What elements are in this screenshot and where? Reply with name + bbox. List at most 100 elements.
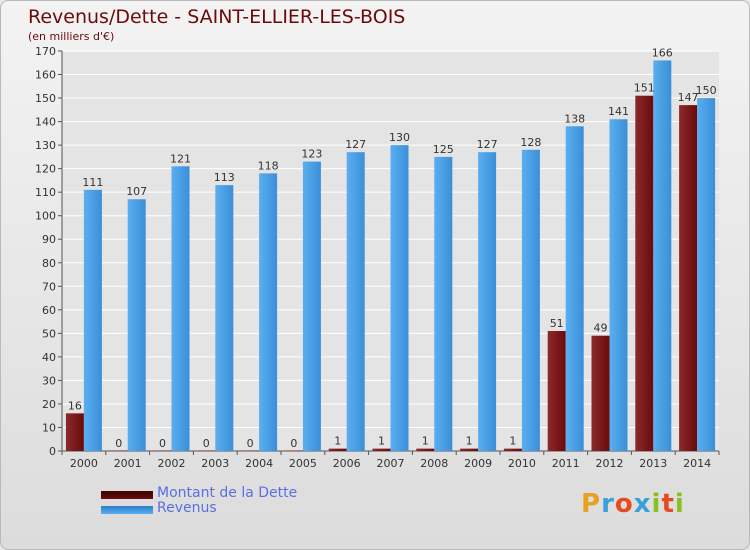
bar-revenus-2008: [434, 156, 453, 451]
logo-letter: t: [661, 489, 675, 519]
data-label-dette-2007: 1: [378, 435, 385, 448]
data-label-revenus-2005: 123: [301, 148, 322, 161]
x-tick-label-2005: 2005: [289, 457, 317, 470]
data-label-revenus-2007: 130: [389, 131, 410, 144]
bar-revenus-2011: [565, 126, 584, 451]
data-label-dette-2009: 1: [466, 435, 473, 448]
bar-dette-2011: [547, 331, 566, 451]
data-label-dette-2012: 49: [594, 322, 608, 335]
y-tick-label: 120: [35, 163, 56, 176]
x-tick-label-2011: 2011: [552, 457, 580, 470]
bar-revenus-2001: [127, 199, 146, 451]
chart-title: Revenus/Dette - SAINT-ELLIER-LES-BOIS: [28, 6, 406, 28]
data-label-dette-2010: 1: [509, 435, 516, 448]
legend-swatch-revenus: [101, 506, 153, 514]
bar-dette-2004: [241, 450, 260, 451]
data-label-revenus-2000: 111: [82, 176, 103, 189]
data-label-revenus-2013: 166: [652, 46, 673, 59]
bar-dette-2005: [284, 450, 303, 451]
y-tick-label: 40: [42, 351, 56, 364]
bar-revenus-2004: [259, 173, 278, 451]
x-tick-label-2000: 2000: [70, 457, 98, 470]
bar-dette-2008: [416, 448, 435, 451]
bar-revenus-2006: [346, 152, 365, 452]
y-tick-label: 150: [35, 92, 56, 105]
logo-letter: i: [651, 489, 662, 519]
y-tick-label: 0: [49, 445, 56, 458]
bars: [65, 60, 716, 452]
data-label-dette-2002: 0: [159, 437, 166, 450]
data-label-dette-2011: 51: [550, 317, 564, 330]
logo-letter: o: [614, 489, 634, 519]
y-tick-label: 160: [35, 69, 56, 82]
data-label-revenus-2002: 121: [170, 152, 191, 165]
y-tick-label: 100: [35, 210, 56, 223]
x-tick-label-2013: 2013: [639, 457, 667, 470]
x-tick-label-2010: 2010: [508, 457, 536, 470]
y-tick-label: 110: [35, 186, 56, 199]
bar-revenus-2013: [653, 60, 672, 451]
data-label-revenus-2008: 125: [433, 143, 454, 156]
data-label-dette-2014: 147: [678, 91, 699, 104]
data-label-revenus-2012: 141: [608, 105, 629, 118]
data-label-dette-2005: 0: [290, 437, 297, 450]
logo-letter: P: [581, 489, 602, 519]
y-tick-label: 140: [35, 116, 56, 129]
bar-dette-2007: [372, 448, 391, 451]
legend-label-dette: Montant de la Dette: [157, 485, 298, 501]
data-label-revenus-2011: 138: [564, 112, 585, 125]
bar-revenus-2009: [478, 152, 497, 452]
y-tick-label: 20: [42, 398, 56, 411]
data-label-revenus-2009: 127: [477, 138, 498, 151]
x-tick-label-2007: 2007: [377, 457, 405, 470]
x-tick-label-2012: 2012: [596, 457, 624, 470]
y-tick-label: 90: [42, 233, 56, 246]
bar-revenus-2002: [171, 166, 190, 451]
x-tick-label-2008: 2008: [420, 457, 448, 470]
bar-dette-2006: [328, 448, 347, 451]
x-tick-label-2002: 2002: [158, 457, 186, 470]
data-label-dette-2004: 0: [247, 437, 254, 450]
axes: 0102030405060708090100110120130140150160…: [35, 45, 720, 470]
y-tick-label: 50: [42, 327, 56, 340]
proxiti-logo: Proxiti: [581, 489, 685, 519]
bar-dette-2009: [460, 448, 479, 451]
bar-revenus-2012: [609, 119, 628, 451]
x-tick-label-2014: 2014: [683, 457, 711, 470]
bar-revenus-2005: [302, 161, 321, 451]
bar-dette-2013: [635, 95, 654, 452]
y-tick-label: 130: [35, 139, 56, 152]
data-label-dette-2000: 16: [68, 399, 82, 412]
data-label-revenus-2004: 118: [258, 159, 279, 172]
data-label-dette-2008: 1: [422, 435, 429, 448]
bar-dette-2003: [197, 450, 216, 451]
y-tick-label: 80: [42, 257, 56, 270]
bar-revenus-2003: [215, 185, 234, 451]
data-label-revenus-2001: 107: [126, 185, 147, 198]
x-tick-label-2006: 2006: [333, 457, 361, 470]
y-tick-label: 10: [42, 421, 56, 434]
bar-revenus-2000: [83, 189, 102, 451]
data-label-revenus-2006: 127: [345, 138, 366, 151]
bar-dette-2012: [591, 335, 610, 451]
bar-dette-2000: [65, 413, 84, 451]
data-label-revenus-2003: 113: [214, 171, 235, 184]
y-tick-label: 170: [35, 45, 56, 58]
x-tick-label-2003: 2003: [201, 457, 229, 470]
bar-dette-2001: [109, 450, 128, 451]
bar-revenus-2007: [390, 145, 409, 451]
chart-subtitle: (en milliers d'€): [28, 30, 115, 43]
data-label-dette-2013: 151: [634, 82, 655, 95]
y-tick-label: 30: [42, 374, 56, 387]
logo-letter: i: [674, 489, 685, 519]
legend-swatch-dette: [101, 491, 153, 499]
data-label-dette-2006: 1: [334, 435, 341, 448]
legend-label-revenus: Revenus: [157, 500, 217, 516]
x-tick-label-2004: 2004: [245, 457, 273, 470]
bar-revenus-2014: [697, 98, 716, 451]
bar-revenus-2010: [521, 149, 540, 451]
y-tick-label: 60: [42, 304, 56, 317]
logo-letter: x: [633, 489, 652, 519]
